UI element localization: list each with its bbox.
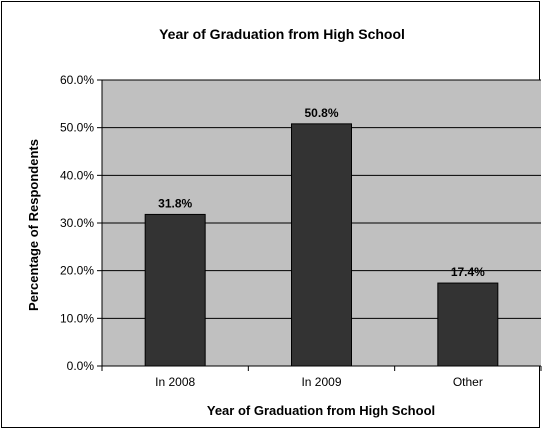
x-tick-label: In 2009 [301, 375, 341, 389]
y-tick-label: 60.0% [60, 73, 94, 87]
bar [291, 123, 352, 367]
y-tick-label: 40.0% [60, 168, 94, 182]
y-tick-label: 30.0% [60, 216, 94, 230]
y-tick-label: 20.0% [60, 264, 94, 278]
data-label: 31.8% [158, 196, 192, 210]
y-tick-label: 0.0% [67, 359, 95, 373]
y-tick-label: 50.0% [60, 121, 94, 135]
chart-title: Year of Graduation from High School [159, 26, 405, 42]
x-tick-label: In 2008 [155, 375, 195, 389]
y-axis-title: Percentage of Respondents [26, 139, 41, 311]
x-axis-title: Year of Graduation from High School [207, 403, 435, 418]
x-tick-label: Other [453, 375, 483, 389]
data-label: 17.4% [451, 265, 485, 279]
y-tick-label: 10.0% [60, 311, 94, 325]
data-label: 50.8% [304, 106, 338, 120]
bar [144, 213, 206, 367]
bar [437, 282, 499, 367]
